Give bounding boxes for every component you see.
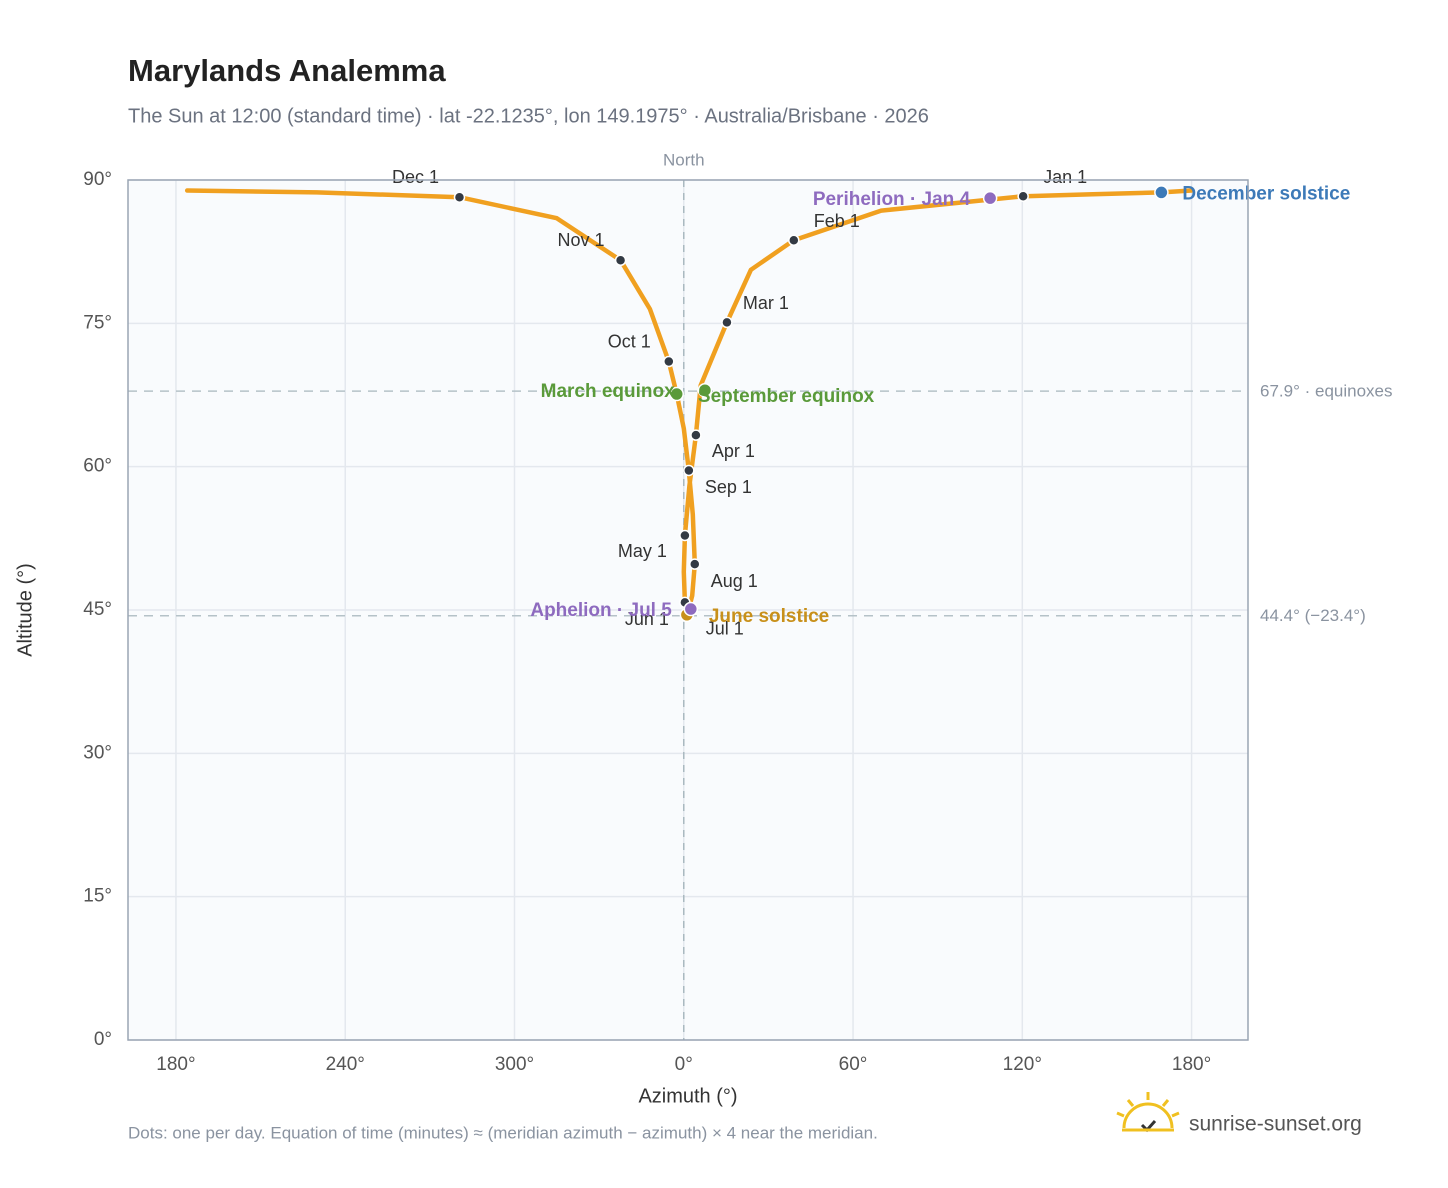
month-marker [683,464,695,477]
month-label: Feb 1 [814,211,860,231]
event-marker [697,382,713,398]
month-marker [453,191,466,203]
month-marker [689,558,701,570]
y-tick-label: 90° [83,169,112,190]
event-label: Perihelion · Jan 4 [813,189,971,210]
event-marker [669,386,684,402]
x-tick-label: 300° [495,1054,534,1075]
brand-logo [1116,1092,1180,1133]
y-tick-label: 60° [83,456,112,477]
x-tick-label: 240° [326,1054,365,1075]
month-label: Jun 1 [625,609,669,629]
y-tick-label: 45° [83,599,112,620]
plot-border [127,179,1249,1041]
month-label: Mar 1 [743,293,789,313]
y-tick-label: 75° [83,312,112,333]
month-marker [614,254,627,267]
y-tick-label: 15° [83,886,112,907]
reference-label: 67.9° · equinoxes [1260,382,1393,401]
x-tick-label: 180° [156,1054,195,1075]
reference-label: 44.4° (−23.4°) [1260,606,1366,625]
event-label: March equinox [541,381,676,402]
month-label: Sep 1 [705,477,752,497]
month-label: Apr 1 [712,441,755,461]
month-marker [788,234,800,246]
event-marker [1154,185,1169,200]
month-label: Jan 1 [1043,167,1087,187]
event-marker [683,601,699,617]
month-label: Dec 1 [392,167,439,187]
month-label: May 1 [618,541,667,561]
month-label: Oct 1 [608,331,651,351]
month-marker [679,529,691,542]
event-label: September equinox [698,386,875,407]
y-tick-label: 30° [83,742,112,763]
month-marker [721,316,733,329]
month-marker [1017,190,1029,202]
x-tick-label: 60° [839,1054,868,1075]
chart-subtitle: The Sun at 12:00 (standard time) · lat -… [128,105,929,127]
north-label: North [663,150,705,169]
x-tick-label: 0° [675,1054,693,1075]
month-label: Jul 1 [706,619,744,639]
x-axis-title: Azimuth (°) [638,1085,737,1107]
event-label: June solstice [709,606,829,627]
month-label: Nov 1 [558,230,605,250]
y-axis-title: Altitude (°) [14,563,36,657]
month-marker [663,355,675,368]
brand-text: sunrise-sunset.org [1189,1113,1362,1136]
x-tick-label: 180° [1172,1054,1211,1075]
footnote: Dots: one per day. Equation of time (min… [128,1123,878,1142]
x-tick-label: 120° [1003,1054,1042,1075]
y-tick-label: 0° [94,1029,112,1050]
month-marker [690,429,702,441]
event-marker [982,190,998,206]
event-label: December solstice [1182,183,1350,204]
month-label: Aug 1 [711,571,758,591]
chart-title: Marylands Analemma [128,53,446,88]
event-label: Aphelion · Jul 5 [530,600,672,621]
